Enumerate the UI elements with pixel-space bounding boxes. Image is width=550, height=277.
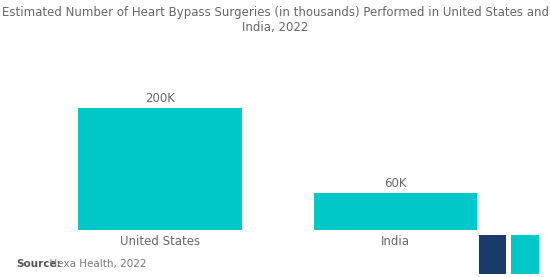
Bar (478, 235, 507, 274)
Bar (314, 193, 477, 230)
Bar (511, 235, 539, 274)
Text: Hexa Health, 2022: Hexa Health, 2022 (43, 259, 146, 269)
Text: 200K: 200K (145, 92, 175, 105)
Bar (78, 108, 242, 230)
Text: 60K: 60K (384, 177, 406, 190)
Text: Estimated Number of Heart Bypass Surgeries (in thousands) Performed in United St: Estimated Number of Heart Bypass Surgeri… (2, 6, 548, 34)
Text: Source:: Source: (16, 259, 61, 269)
